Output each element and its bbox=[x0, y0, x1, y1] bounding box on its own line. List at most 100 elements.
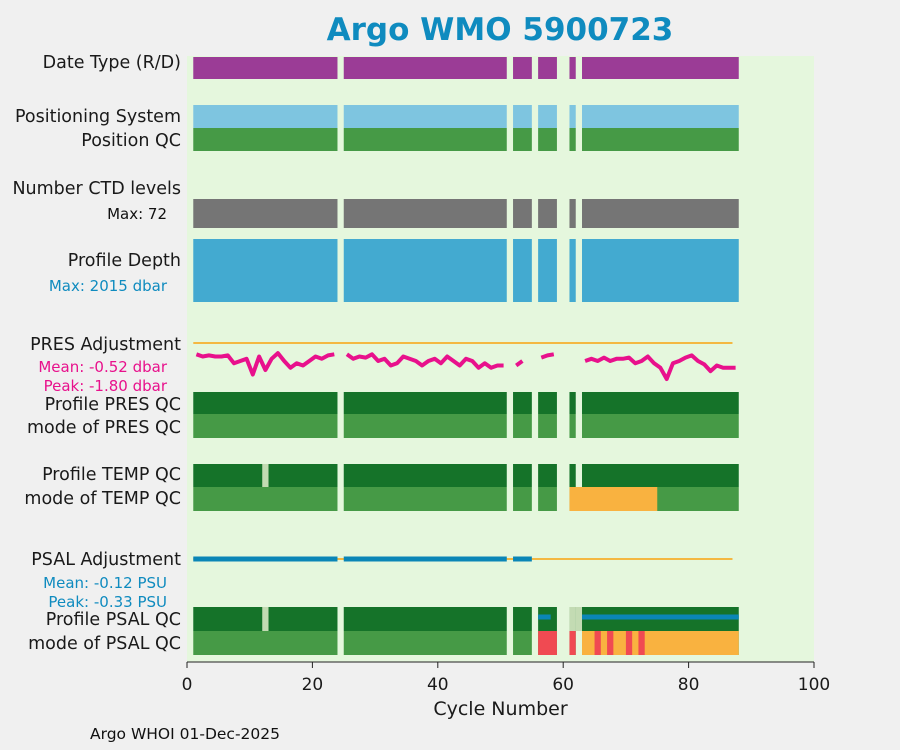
profile-pres-qc-bar bbox=[513, 392, 532, 414]
position-qc-bar bbox=[193, 128, 338, 151]
date-type-bar bbox=[569, 57, 576, 79]
temp-qc-mode-bar bbox=[193, 487, 338, 511]
pres-adjustment-line bbox=[584, 353, 736, 381]
positioning-system-bar bbox=[569, 105, 576, 128]
date-type-bar bbox=[538, 57, 557, 79]
psal-qc-flag4-bar bbox=[638, 631, 645, 655]
pres-qc-mode-bar bbox=[193, 414, 338, 438]
profile-pres-qc-bar bbox=[538, 392, 557, 414]
pres-qc-mode-bar bbox=[343, 414, 507, 438]
date-type-bar bbox=[343, 57, 507, 79]
temp-qc-mode-bar bbox=[538, 487, 557, 511]
x-axis-label: Cycle Number bbox=[433, 698, 568, 720]
psal-qc-fail-mark bbox=[569, 607, 576, 631]
pres-qc-mode-bar bbox=[513, 414, 532, 438]
pres-adjustment-mean-note: Mean: -0.52 dbar bbox=[38, 358, 167, 376]
profile-temp-qc-bar bbox=[538, 464, 557, 487]
profile-temp-qc-bar bbox=[513, 464, 532, 487]
psal-adjustment-mean-note: Mean: -0.12 PSU bbox=[43, 574, 167, 592]
temp-qc-fail-mark bbox=[262, 464, 269, 487]
positioning-system-bar bbox=[193, 105, 338, 128]
x-tick-label: 0 bbox=[181, 675, 193, 695]
row-label-mode-psal-qc: mode of PSAL QC bbox=[28, 634, 181, 654]
pres-qc-mode-bar bbox=[582, 414, 739, 438]
row-label-profile-depth: Profile Depth bbox=[67, 251, 181, 271]
psal-adjustment-peak-note: Peak: -0.33 PSU bbox=[48, 593, 167, 611]
position-qc-bar bbox=[569, 128, 576, 151]
row-label-date-type: Date Type (R/D) bbox=[42, 53, 181, 73]
profile-depth-bar bbox=[343, 239, 507, 302]
row-label-positioning-system: Positioning System bbox=[14, 107, 181, 127]
date-type-bar bbox=[193, 57, 338, 79]
date-type-bar bbox=[582, 57, 739, 79]
position-qc-bar bbox=[343, 128, 507, 151]
date-type-bar bbox=[513, 57, 532, 79]
row-label-profile-pres-qc: Profile PRES QC bbox=[44, 395, 181, 415]
temp-qc-mode-bar bbox=[513, 487, 532, 511]
psal-qc-flag4-bar bbox=[607, 631, 614, 655]
footer-credit: Argo WHOI 01-Dec-2025 bbox=[90, 725, 280, 743]
axes bbox=[186, 661, 815, 668]
psal-qc-flag4-bar bbox=[594, 631, 601, 655]
row-label-position-qc: Position QC bbox=[81, 131, 181, 151]
pres-qc-mode-bar bbox=[569, 414, 576, 438]
profile-temp-qc-bar bbox=[343, 464, 507, 487]
profile-psal-qc-bar bbox=[343, 607, 507, 631]
row-label-profile-temp-qc: Profile TEMP QC bbox=[42, 465, 181, 485]
profile-pres-qc-bar bbox=[343, 392, 507, 414]
row-label-profile-psal-qc: Profile PSAL QC bbox=[45, 610, 181, 630]
x-tick-label: 20 bbox=[301, 675, 324, 695]
pres-adjustment-line bbox=[195, 351, 335, 377]
psal-qc-mode-bar bbox=[343, 631, 507, 655]
pres-adjustment-line bbox=[515, 359, 524, 368]
positioning-system-bar bbox=[582, 105, 739, 128]
pres-adjustment-line bbox=[540, 352, 555, 360]
x-tick-label: 80 bbox=[677, 675, 700, 695]
ctd-levels-bar bbox=[513, 199, 532, 228]
psal-qc-mode-bar bbox=[513, 631, 532, 655]
row-label-number-ctd-levels: Number CTD levels bbox=[12, 179, 181, 199]
temp-qc-mode-bar bbox=[343, 487, 507, 511]
row-label-pres-adjustment: PRES Adjustment bbox=[30, 335, 181, 355]
positioning-system-bar bbox=[343, 105, 507, 128]
pres-adjustment-peak-note: Peak: -1.80 dbar bbox=[43, 377, 167, 395]
ctd-levels-bar bbox=[582, 199, 739, 228]
profile-depth-bar bbox=[193, 239, 338, 302]
row-label-mode-temp-qc: mode of TEMP QC bbox=[24, 489, 181, 509]
chart-title: Argo WMO 5900723 bbox=[326, 12, 674, 48]
profile-depth-bar bbox=[569, 239, 576, 302]
pres-adjustment-line bbox=[345, 352, 504, 370]
x-tick-label: 40 bbox=[426, 675, 449, 695]
profile-temp-qc-bar bbox=[582, 464, 739, 487]
psal-qc-mode-bar bbox=[193, 631, 338, 655]
x-tick-label: 100 bbox=[797, 675, 831, 695]
positioning-system-bar bbox=[513, 105, 532, 128]
profile-depth-bar bbox=[582, 239, 739, 302]
temp-qc-flag3-bar bbox=[569, 487, 658, 511]
ctd-levels-bar bbox=[538, 199, 557, 228]
profile-depth-bar bbox=[513, 239, 532, 302]
x-tick-label: 60 bbox=[552, 675, 574, 695]
row-label-psal-adjustment: PSAL Adjustment bbox=[31, 550, 181, 570]
profile-pres-qc-bar bbox=[569, 392, 576, 414]
profile-pres-qc-bar bbox=[582, 392, 739, 414]
ctd-max-note: Max: 72 bbox=[107, 205, 167, 223]
psal-qc-flag4-bar bbox=[569, 631, 576, 655]
profile-pres-qc-bar bbox=[193, 392, 338, 414]
psal-qc-flag4-bar bbox=[538, 631, 557, 655]
ctd-levels-bar bbox=[343, 199, 507, 228]
psal-qc-fail-mark bbox=[262, 607, 269, 631]
psal-qc-flag3-bar bbox=[582, 631, 739, 655]
ctd-levels-bar bbox=[569, 199, 576, 228]
psal-qc-fail-mark bbox=[575, 607, 583, 631]
profile-depth-bar bbox=[538, 239, 557, 302]
positioning-system-bar bbox=[538, 105, 557, 128]
bar-layers bbox=[193, 57, 739, 655]
position-qc-bar bbox=[582, 128, 739, 151]
row-label-mode-pres-qc: mode of PRES QC bbox=[26, 418, 181, 438]
psal-qc-flag4-bar bbox=[625, 631, 633, 655]
depth-max-note: Max: 2015 dbar bbox=[48, 277, 167, 295]
position-qc-bar bbox=[513, 128, 532, 151]
profile-temp-qc-bar bbox=[569, 464, 576, 487]
